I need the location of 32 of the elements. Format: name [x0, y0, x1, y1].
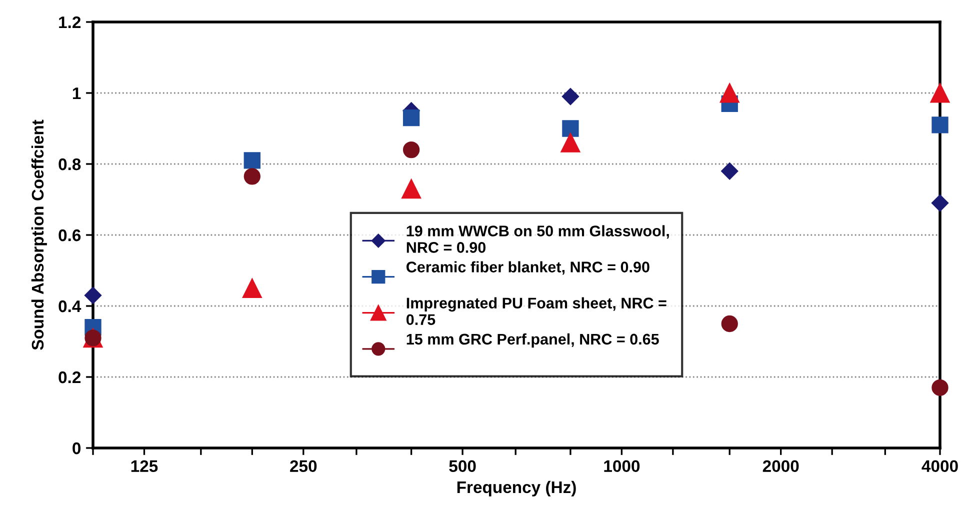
legend-label: Impregnated PU Foam sheet, NRC = 0.75 — [406, 297, 666, 326]
legend-label: 19 mm WWCB on 50 mm Glasswool, NRC = 0.90 — [406, 225, 669, 253]
y-tick-label: 0.8 — [58, 158, 81, 170]
y-tick-label: 1 — [72, 88, 81, 100]
point — [562, 120, 579, 137]
point — [244, 152, 260, 169]
y-tick-label: 0.4 — [58, 300, 82, 312]
point — [242, 278, 262, 298]
x-tick-label: 125 — [131, 460, 158, 472]
x-tick-label: 4000 — [922, 460, 958, 472]
legend-label: 15 mm GRC Perf.panel, NRC = 0.65 — [406, 333, 659, 348]
point — [721, 162, 738, 180]
point — [720, 83, 740, 103]
point — [402, 110, 420, 126]
x-tick-label: 500 — [449, 460, 476, 472]
x-tick-label: 2000 — [762, 460, 799, 472]
point — [721, 315, 738, 332]
point — [560, 132, 580, 152]
y-tick-label: 0 — [72, 442, 81, 454]
point — [402, 141, 420, 158]
y-tick-label: 0.6 — [58, 229, 81, 242]
point — [562, 88, 580, 106]
point — [402, 179, 422, 199]
x-tick-label: 250 — [290, 460, 317, 472]
x-tick-label: 1000 — [604, 460, 640, 472]
y-tick-label: 0.2 — [58, 371, 81, 384]
point — [84, 286, 102, 304]
legend-label: Ceramic fiber blanket, NRC = 0.90 — [406, 261, 650, 275]
y-axis-title: Sound Absorption Coeffcient — [31, 120, 47, 350]
point — [244, 168, 260, 185]
y-tick-label: 1.2 — [59, 16, 81, 28]
x-axis-title: Frequency (Hz) — [457, 480, 576, 496]
